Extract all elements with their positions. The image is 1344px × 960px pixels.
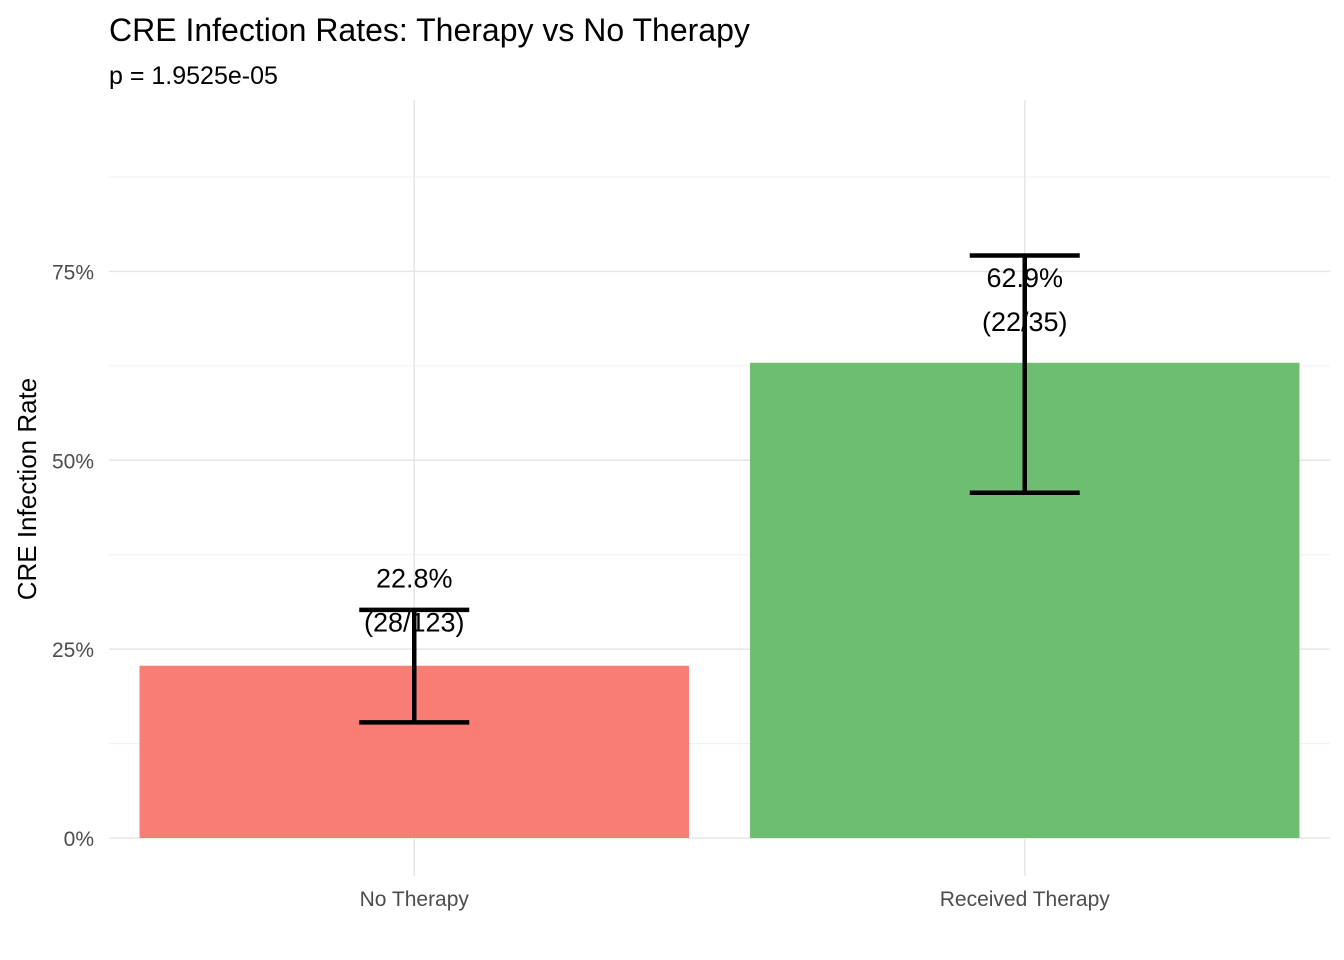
y-axis-ticks: 0% 25% 50% 75% [52,261,94,851]
chart-title: CRE Infection Rates: Therapy vs No Thera… [109,12,750,48]
data-label-count: (22/35) [982,307,1068,337]
data-label-percent: 62.9% [986,263,1063,293]
x-tick-label: No Therapy [360,888,470,911]
bars-group [139,362,1300,838]
data-label-count: (28/123) [364,608,465,638]
y-tick-label: 25% [52,639,94,662]
y-axis-label: CRE Infection Rate [12,378,42,601]
chart-subtitle: p = 1.9525e-05 [109,62,278,90]
data-label-percent: 22.8% [376,564,453,594]
y-tick-label: 75% [52,261,94,284]
y-tick-label: 0% [64,828,94,851]
error-bars-group [359,253,1080,725]
y-tick-label: 50% [52,450,94,473]
x-tick-label: Received Therapy [940,888,1111,911]
data-labels-group: 22.8% (28/123) 62.9% (22/35) [364,263,1068,638]
x-axis-ticks: No Therapy Received Therapy [360,888,1111,911]
